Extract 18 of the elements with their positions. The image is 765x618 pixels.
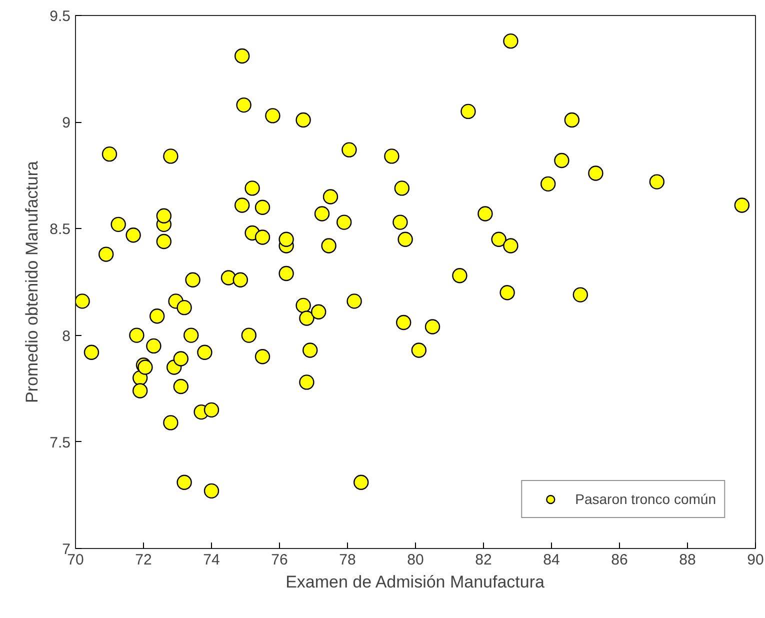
y-axis-title: Promedio obtenido Manufactura <box>22 160 42 403</box>
x-tick-label: 78 <box>339 552 356 568</box>
x-tick-label: 88 <box>679 552 696 568</box>
y-tick-label: 9 <box>62 114 70 132</box>
y-tick-label: 9.5 <box>50 8 71 25</box>
x-tick-label: 84 <box>543 552 560 568</box>
x-tick-label: 74 <box>203 552 220 568</box>
x-tick-label: 90 <box>747 552 764 568</box>
x-tick-label: 82 <box>475 552 492 568</box>
y-tick-label: 8 <box>62 328 70 345</box>
legend-label: Pasaron tronco común <box>575 491 716 507</box>
x-tick-label: 72 <box>135 552 152 568</box>
x-tick-label: 80 <box>407 552 424 568</box>
y-tick-label: 8.5 <box>50 221 71 238</box>
x-tick-label: 86 <box>611 552 628 568</box>
x-tick-label: 76 <box>271 552 288 568</box>
y-tick-label: 7.5 <box>50 434 71 452</box>
x-axis-title: Examen de Admisión Manufactura <box>286 572 546 592</box>
